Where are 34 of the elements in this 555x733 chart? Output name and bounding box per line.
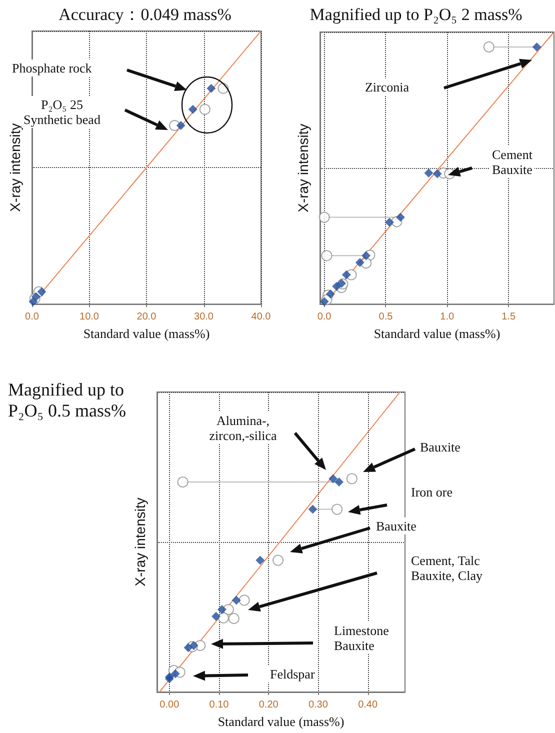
- x-tick-label: 20.0: [136, 312, 157, 323]
- y-axis-title: X-ray intensity: [132, 498, 148, 586]
- annotation: Cement Bauxite: [492, 147, 533, 177]
- x-tick-label: 0.0: [25, 312, 40, 323]
- x-tick-label: 0.30: [308, 700, 328, 710]
- annotation: Alumina-, zircon,-silica: [209, 413, 277, 443]
- x-tick-label: 40.0: [251, 312, 272, 323]
- annotation: Zirconia: [364, 80, 410, 94]
- chart-title: Magnified up to P₂O₅ 2 mass%: [310, 5, 522, 24]
- annotation: Bauxite: [376, 518, 417, 534]
- x-tick-label: 0.10: [209, 700, 230, 710]
- chart-title: Magnified up to P₂O₅ 0.5 mass%: [8, 380, 126, 420]
- y-axis-title: X-ray intensity: [295, 124, 311, 212]
- annotation: P₂O₅ 25 Synthetic bead: [24, 97, 101, 127]
- x-tick-label: 10.0: [80, 312, 100, 323]
- x-tick-label: 0.40: [358, 700, 378, 710]
- x-tick-label: 0.0: [317, 312, 332, 323]
- text: Iron ore: [411, 484, 453, 500]
- x-tick-label: 1.5: [502, 312, 516, 323]
- annotation: Limestone Bauxite: [334, 623, 390, 653]
- x-axis-title: Standard value (mass%): [83, 326, 210, 341]
- chart-title: Accuracy：0.049 mass%: [58, 5, 232, 24]
- x-axis-title: Standard value (mass%): [218, 714, 344, 729]
- x-tick-label: 0.00: [160, 700, 180, 710]
- x-tick-label: 0.20: [258, 700, 279, 710]
- x-axis-title: Standard value (mass%): [374, 326, 500, 341]
- annotation: Phosphate rock: [12, 60, 92, 76]
- x-tick-label: 1.0: [440, 312, 455, 323]
- x-tick-label: 0.5: [378, 312, 394, 323]
- text: Cement, Talc Bauxite, Clay: [411, 553, 483, 583]
- annotation: Feldspar: [270, 666, 316, 682]
- text: Bauxite: [420, 440, 461, 454]
- y-axis-title: X-ray intensity: [7, 123, 23, 212]
- x-tick-label: 30.0: [194, 312, 214, 323]
